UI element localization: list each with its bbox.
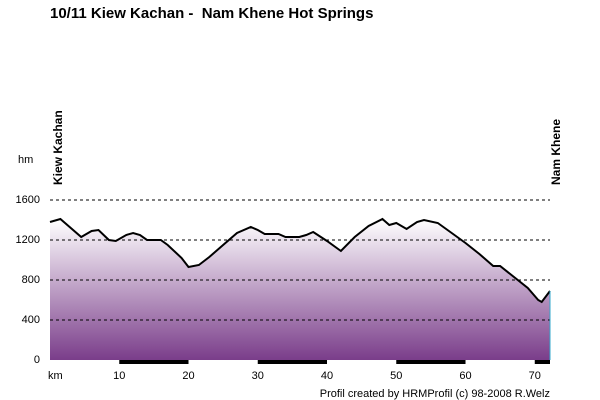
y-unit: hm — [18, 154, 33, 166]
x-tick-label: 50 — [390, 370, 402, 382]
y-tick-label: 400 — [22, 314, 40, 326]
x-axis-segment — [257, 360, 328, 364]
x-axis-segment — [119, 360, 189, 364]
y-tick-label: 800 — [22, 274, 40, 286]
area-fill — [50, 219, 550, 360]
x-tick-label: 60 — [459, 370, 471, 382]
y-tick-label: 0 — [34, 354, 40, 366]
start-label: Kiew Kachan — [51, 110, 65, 185]
x-tick-label: 20 — [182, 370, 194, 382]
end-label: Nam Khene — [549, 119, 563, 185]
x-tick-label: 40 — [321, 370, 333, 382]
x-axis-segment — [396, 360, 466, 364]
footer: Profil created by HRMProfil (c) 98-2008 … — [320, 388, 550, 400]
x-unit: km — [48, 370, 63, 382]
y-tick-label: 1600 — [16, 194, 40, 206]
x-axis-segment — [534, 360, 550, 364]
chart-title: 10/11 Kiew Kachan - Nam Khene Hot Spring… — [50, 5, 373, 22]
x-tick-label: 70 — [529, 370, 541, 382]
x-tick-label: 30 — [252, 370, 264, 382]
x-tick-label: 10 — [113, 370, 125, 382]
y-tick-label: 1200 — [16, 234, 40, 246]
elevation-line — [49, 217, 551, 304]
